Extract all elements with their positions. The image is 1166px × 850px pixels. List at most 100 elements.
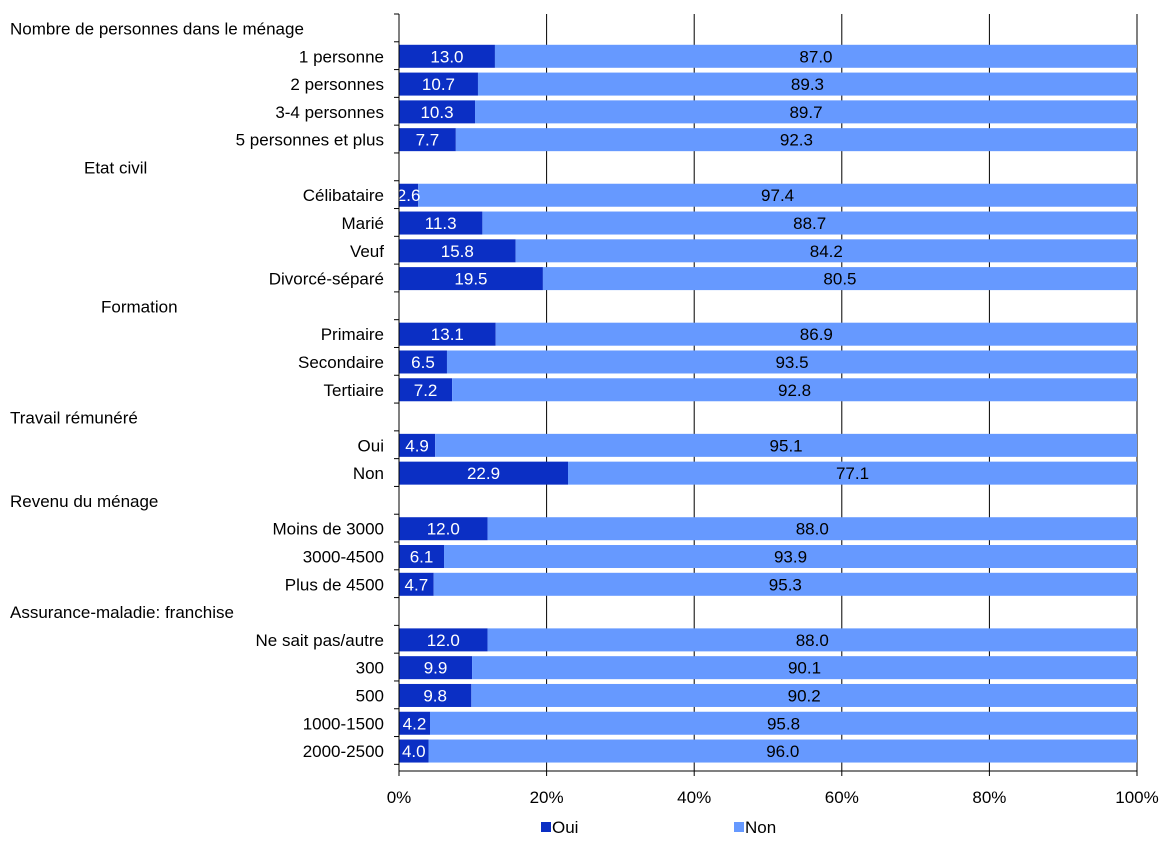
data-label-oui: 22.9 <box>467 464 500 483</box>
data-label-non: 92.8 <box>778 381 811 400</box>
category-label: 1 personne <box>299 47 384 66</box>
group-label: Formation <box>101 297 178 316</box>
category-label: Primaire <box>321 325 384 344</box>
data-label-non: 97.4 <box>761 186 794 205</box>
data-label-non: 93.9 <box>774 548 807 567</box>
data-label-oui: 13.1 <box>431 325 464 344</box>
bar-non <box>471 683 1138 707</box>
category-label: Marié <box>341 214 384 233</box>
category-label: Tertiaire <box>324 381 384 400</box>
data-label-non: 93.5 <box>775 353 808 372</box>
category-label: 300 <box>356 659 384 678</box>
bar-non <box>428 739 1137 763</box>
data-label-non: 89.3 <box>791 75 824 94</box>
category-label: Plus de 4500 <box>285 575 384 594</box>
bar-non <box>475 100 1137 124</box>
category-label: Veuf <box>350 242 384 261</box>
bar-non <box>487 517 1137 541</box>
data-label-non: 96.0 <box>766 742 799 761</box>
bar-non <box>494 44 1137 68</box>
data-label-oui: 10.3 <box>420 103 453 122</box>
bar-oui <box>399 572 434 596</box>
category-label: Secondaire <box>298 353 384 372</box>
data-label-non: 87.0 <box>799 47 832 66</box>
axes <box>394 13 1138 776</box>
data-label-non: 90.1 <box>788 659 821 678</box>
x-tick-label: 60% <box>825 788 859 807</box>
x-tick-label: 20% <box>530 788 564 807</box>
bar-non <box>542 267 1137 291</box>
data-label-oui: 7.2 <box>414 381 438 400</box>
bar-non <box>446 350 1138 374</box>
data-label-non: 95.3 <box>769 575 802 594</box>
category-label: 500 <box>356 686 384 705</box>
category-label: Divorcé-séparé <box>269 270 384 289</box>
data-label-non: 95.8 <box>767 714 800 733</box>
group-label: Assurance-maladie: franchise <box>10 603 234 622</box>
data-label-oui: 6.1 <box>410 548 434 567</box>
data-label-oui: 4.9 <box>405 436 429 455</box>
group-label: Travail rémunéré <box>10 409 138 428</box>
data-label-non: 84.2 <box>810 242 843 261</box>
category-label: Célibataire <box>303 186 384 205</box>
bar-oui <box>399 683 472 707</box>
bar-non <box>433 572 1137 596</box>
bar-oui <box>399 350 447 374</box>
data-label-non: 90.2 <box>788 686 821 705</box>
category-label: 5 personnes et plus <box>236 131 384 150</box>
legend-label: Oui <box>552 818 578 837</box>
bar-oui <box>399 461 569 485</box>
data-label-oui: 11.3 <box>425 214 457 233</box>
group-label: Etat civil <box>84 158 147 177</box>
group-label: Revenu du ménage <box>10 492 158 511</box>
category-labels: Nombre de personnes dans le ménage 1 pers… <box>10 20 384 762</box>
data-label-non: 95.1 <box>770 436 803 455</box>
x-tick-label: 40% <box>677 788 711 807</box>
legend-swatch <box>734 822 744 832</box>
group-label: Nombre de personnes dans le ménage <box>10 20 304 39</box>
data-label-oui: 15.8 <box>441 242 474 261</box>
bar-oui <box>399 711 430 735</box>
data-label-non: 77.1 <box>836 464 869 483</box>
category-label: 3-4 personnes <box>275 103 384 122</box>
bar-non <box>495 322 1138 346</box>
bar-oui <box>399 656 473 680</box>
data-label-oui: 12.0 <box>427 631 460 650</box>
data-label-oui: 6.5 <box>411 353 435 372</box>
bar-oui <box>399 378 453 402</box>
bar-non <box>435 433 1137 457</box>
data-label-non: 88.0 <box>796 520 829 539</box>
bar-non <box>455 128 1137 152</box>
bar-non <box>482 211 1137 235</box>
bar-oui <box>399 739 429 763</box>
data-label-oui: 4.7 <box>405 575 429 594</box>
category-label: Moins de 3000 <box>272 520 384 539</box>
bar-oui <box>399 433 436 457</box>
data-label-oui: 13.0 <box>430 47 463 66</box>
bar-non <box>477 72 1137 96</box>
data-label-oui: 4.2 <box>403 714 427 733</box>
data-label-oui: 9.9 <box>424 659 448 678</box>
bar-non <box>568 461 1137 485</box>
x-tick-label: 80% <box>972 788 1006 807</box>
bar-oui <box>399 239 516 263</box>
bar-oui <box>399 545 445 569</box>
data-label-oui: 7.7 <box>416 131 440 150</box>
data-label-non: 89.7 <box>789 103 822 122</box>
bar-oui <box>399 44 495 68</box>
category-label: 2 personnes <box>290 75 384 94</box>
bar-non <box>452 378 1137 402</box>
category-label: 2000-2500 <box>303 742 384 761</box>
bar-non <box>444 545 1137 569</box>
legend-label: Non <box>745 818 776 837</box>
legend: Oui Non <box>541 818 776 837</box>
data-label-oui: 12.0 <box>427 520 460 539</box>
bar-oui <box>399 100 476 124</box>
x-tick-label: 0% <box>387 788 412 807</box>
bar-oui <box>399 628 488 652</box>
bar-non <box>472 656 1137 680</box>
bar-non <box>487 628 1137 652</box>
category-label: Oui <box>358 436 384 455</box>
